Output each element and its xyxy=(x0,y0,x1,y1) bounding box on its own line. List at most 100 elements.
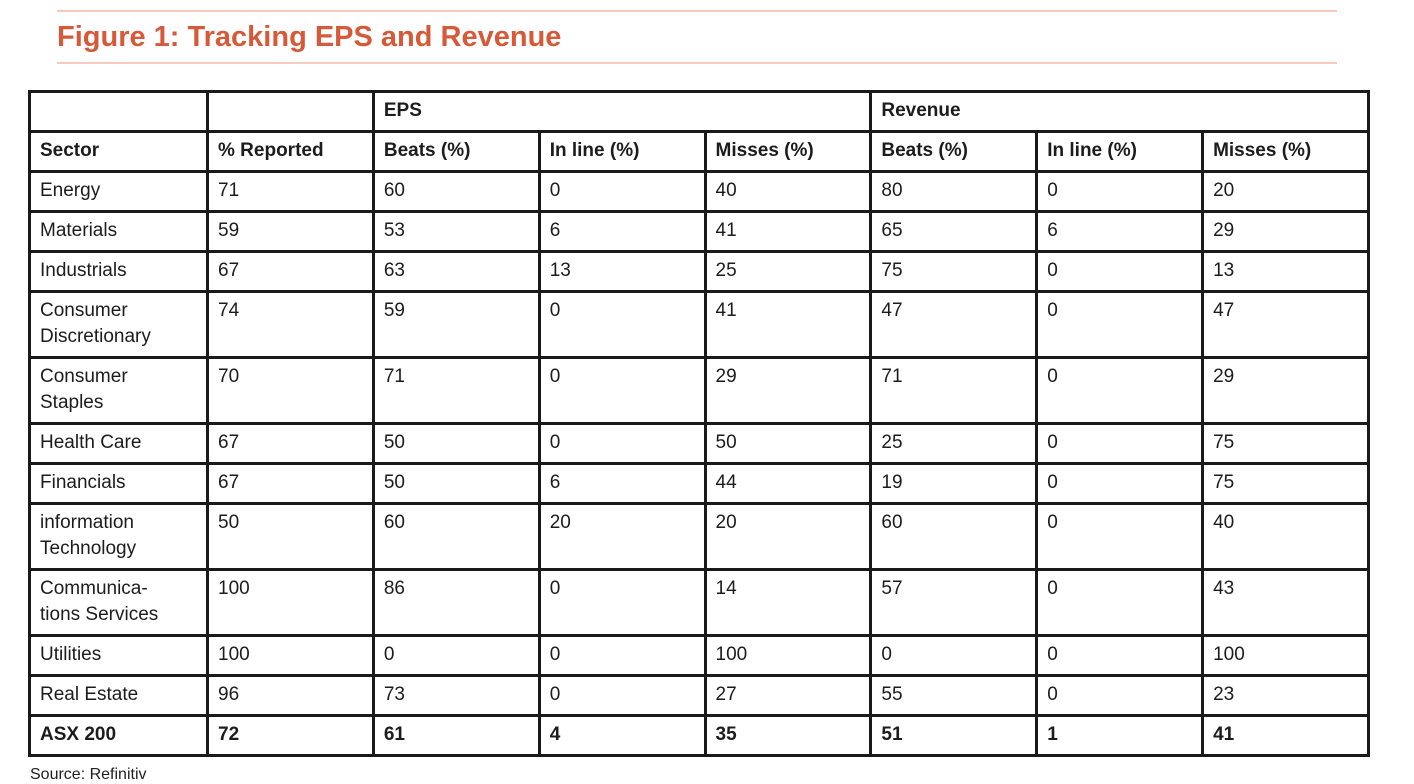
table-row-financials: Financials 67 50 6 44 19 0 75 xyxy=(28,462,1370,505)
value-cell-2: 13 xyxy=(537,250,707,293)
value-cell-5: 0 xyxy=(1035,502,1205,571)
value-cell-2: 0 xyxy=(537,356,707,425)
table-row-information: information Technology 50 60 20 20 60 0 40 xyxy=(28,502,1370,571)
value-cell-6: 13 xyxy=(1201,250,1370,293)
value-cell-5: 0 xyxy=(1035,568,1205,637)
value-cell-0: 70 xyxy=(206,356,375,425)
value-cell-4: 71 xyxy=(869,356,1039,425)
value-cell-0: 67 xyxy=(206,250,375,293)
value-cell-0: 100 xyxy=(206,568,375,637)
table-row-communica: Communica- tions Services 100 86 0 14 57 0 43 xyxy=(28,568,1370,637)
value-cell-1: 50 xyxy=(371,422,541,465)
value-cell-5: 0 xyxy=(1035,170,1205,213)
value-cell-1: 71 xyxy=(371,356,541,425)
value-cell-5: 0 xyxy=(1035,462,1205,505)
value-cell-1: 60 xyxy=(371,170,541,213)
value-cell-3: 41 xyxy=(703,210,873,253)
value-cell-3: 25 xyxy=(703,250,873,293)
table-row-energy: Energy 71 60 0 40 80 0 20 xyxy=(28,170,1370,213)
group-header-row: EPS Revenue xyxy=(28,90,1370,133)
value-cell-4: 19 xyxy=(869,462,1039,505)
value-cell-4: 25 xyxy=(869,422,1039,465)
value-cell-0: 100 xyxy=(206,634,375,677)
value-cell-0: 67 xyxy=(206,422,375,465)
sector-cell: Materials xyxy=(28,210,209,253)
value-cell-2: 0 xyxy=(537,568,707,637)
column-header-7-misses: Misses (%) xyxy=(1201,130,1370,173)
value-cell-2: 20 xyxy=(537,502,707,571)
value-cell-2: 6 xyxy=(537,462,707,505)
value-cell-4: 47 xyxy=(869,290,1039,359)
table-row-asx-200: ASX 200 72 61 4 35 51 1 41 xyxy=(28,714,1370,757)
table-header: EPS Revenue Sector% Reported Beats (%) In l… xyxy=(28,90,1370,173)
value-cell-1: 61 xyxy=(371,714,541,757)
value-cell-5: 0 xyxy=(1035,250,1205,293)
table-body: Energy 71 60 0 40 80 0 20 Materials 59 53 6 41 65 6 29 I… xyxy=(28,170,1370,757)
value-cell-1: 60 xyxy=(371,502,541,571)
sector-cell: Communica- tions Services xyxy=(28,568,209,637)
table-row-health-care: Health Care 67 50 0 50 25 0 75 xyxy=(28,422,1370,465)
value-cell-3: 29 xyxy=(703,356,873,425)
value-cell-1: 63 xyxy=(371,250,541,293)
value-cell-4: 0 xyxy=(869,634,1039,677)
value-cell-2: 0 xyxy=(537,170,707,213)
value-cell-6: 40 xyxy=(1201,502,1370,571)
group-header-revenue: Revenue xyxy=(869,90,1370,133)
eps-revenue-table: EPS Revenue Sector% Reported Beats (%) In l… xyxy=(28,90,1370,757)
value-cell-2: 6 xyxy=(537,210,707,253)
value-cell-3: 41 xyxy=(703,290,873,359)
value-cell-6: 23 xyxy=(1201,674,1370,717)
value-cell-5: 6 xyxy=(1035,210,1205,253)
value-cell-4: 55 xyxy=(869,674,1039,717)
value-cell-4: 60 xyxy=(869,502,1039,571)
value-cell-3: 40 xyxy=(703,170,873,213)
sector-cell: Consumer Discretionary xyxy=(28,290,209,359)
value-cell-3: 20 xyxy=(703,502,873,571)
value-cell-5: 0 xyxy=(1035,422,1205,465)
column-header-4-misses: Misses (%) xyxy=(703,130,873,173)
value-cell-5: 1 xyxy=(1035,714,1205,757)
value-cell-5: 0 xyxy=(1035,674,1205,717)
sector-cell: Energy xyxy=(28,170,209,213)
value-cell-0: 72 xyxy=(206,714,375,757)
value-cell-0: 96 xyxy=(206,674,375,717)
sector-cell: ASX 200 xyxy=(28,714,209,757)
table-row-materials: Materials 59 53 6 41 65 6 29 xyxy=(28,210,1370,253)
value-cell-3: 14 xyxy=(703,568,873,637)
value-cell-6: 75 xyxy=(1201,462,1370,505)
column-header-row: Sector% Reported Beats (%) In line (%) Miss… xyxy=(28,130,1370,173)
column-header-5-beats: Beats (%) xyxy=(869,130,1039,173)
value-cell-1: 0 xyxy=(371,634,541,677)
value-cell-2: 0 xyxy=(537,674,707,717)
table-row-industrials: Industrials 67 63 13 25 75 0 13 xyxy=(28,250,1370,293)
figure-title: Figure 1: Tracking EPS and Revenue xyxy=(57,21,562,53)
value-cell-2: 0 xyxy=(537,422,707,465)
title-rule-bottom xyxy=(57,62,1337,64)
value-cell-4: 80 xyxy=(869,170,1039,213)
value-cell-6: 20 xyxy=(1201,170,1370,213)
table-row-real-estate: Real Estate 96 73 0 27 55 0 23 xyxy=(28,674,1370,717)
column-header-0-sector: Sector xyxy=(28,130,209,173)
sector-cell: Consumer Staples xyxy=(28,356,209,425)
value-cell-0: 67 xyxy=(206,462,375,505)
value-cell-4: 51 xyxy=(869,714,1039,757)
column-header-6-in-line: In line (%) xyxy=(1035,130,1205,173)
value-cell-3: 50 xyxy=(703,422,873,465)
value-cell-6: 47 xyxy=(1201,290,1370,359)
value-cell-0: 59 xyxy=(206,210,375,253)
table-row-utilities: Utilities 100 0 0 100 0 0 100 xyxy=(28,634,1370,677)
group-header-eps: EPS xyxy=(371,90,873,133)
value-cell-6: 100 xyxy=(1201,634,1370,677)
sector-cell: Health Care xyxy=(28,422,209,465)
value-cell-6: 29 xyxy=(1201,210,1370,253)
sector-cell: Industrials xyxy=(28,250,209,293)
value-cell-6: 43 xyxy=(1201,568,1370,637)
value-cell-3: 44 xyxy=(703,462,873,505)
value-cell-6: 75 xyxy=(1201,422,1370,465)
column-header-3-in-line: In line (%) xyxy=(537,130,707,173)
column-header-1-reported: % Reported xyxy=(206,130,375,173)
table-row-consumer: Consumer Staples 70 71 0 29 71 0 29 xyxy=(28,356,1370,425)
figure-title-block: Figure 1: Tracking EPS and Revenue xyxy=(57,0,1337,64)
value-cell-0: 50 xyxy=(206,502,375,571)
